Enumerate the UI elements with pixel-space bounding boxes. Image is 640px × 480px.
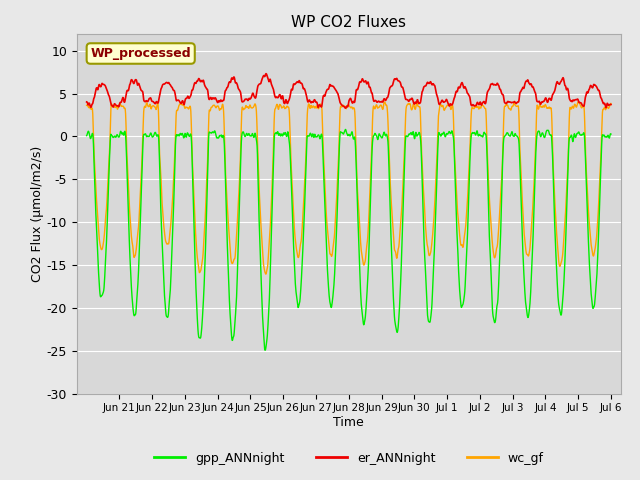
Text: WP_processed: WP_processed bbox=[90, 47, 191, 60]
Legend: gpp_ANNnight, er_ANNnight, wc_gf: gpp_ANNnight, er_ANNnight, wc_gf bbox=[148, 447, 549, 469]
X-axis label: Time: Time bbox=[333, 416, 364, 429]
Y-axis label: CO2 Flux (μmol/m2/s): CO2 Flux (μmol/m2/s) bbox=[31, 145, 44, 282]
Title: WP CO2 Fluxes: WP CO2 Fluxes bbox=[291, 15, 406, 30]
